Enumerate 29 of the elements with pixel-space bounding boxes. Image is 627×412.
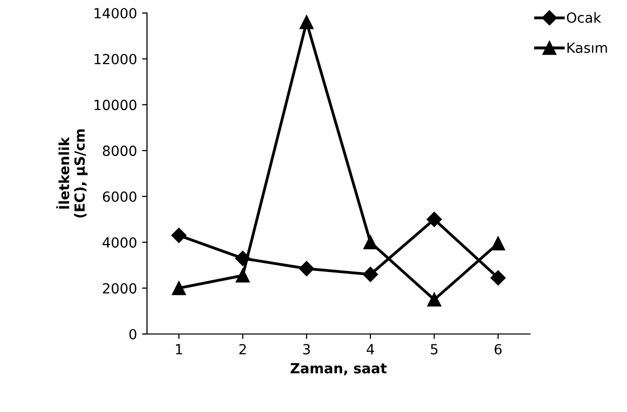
y-tick-label: 12000 — [94, 54, 136, 64]
y-tick-label: 0 — [129, 328, 136, 340]
y-tick-label: 14000 — [94, 8, 136, 18]
legend-label: Ocak — [566, 12, 602, 23]
point — [491, 236, 506, 250]
y-tick-label: 6000 — [102, 191, 136, 202]
point — [300, 15, 314, 30]
x-tick-label: 4 — [366, 344, 374, 354]
x-tick-label: 6 — [494, 344, 502, 354]
point — [172, 281, 186, 296]
x-tick-label: 1 — [176, 344, 182, 354]
x-tick-label: 5 — [430, 344, 438, 354]
point — [299, 261, 314, 276]
y-tick-label: 2000 — [102, 283, 136, 294]
legend-label: Kasım — [567, 42, 607, 53]
y-axis-title: İletkenlik (EC), µS/cm — [56, 129, 88, 218]
point — [427, 292, 442, 307]
point — [171, 228, 186, 243]
y-tick-label: 10000 — [94, 100, 136, 110]
x-tick-label: 3 — [303, 344, 310, 354]
x-axis-title: Zaman, saat — [290, 363, 387, 376]
point — [490, 270, 506, 286]
y-tick-label: 4000 — [102, 237, 136, 248]
point — [236, 268, 250, 282]
point — [363, 235, 378, 250]
point — [362, 266, 378, 282]
y-tick-label: 8000 — [102, 146, 136, 156]
x-tick-label: 2 — [239, 344, 246, 354]
point — [426, 212, 442, 227]
